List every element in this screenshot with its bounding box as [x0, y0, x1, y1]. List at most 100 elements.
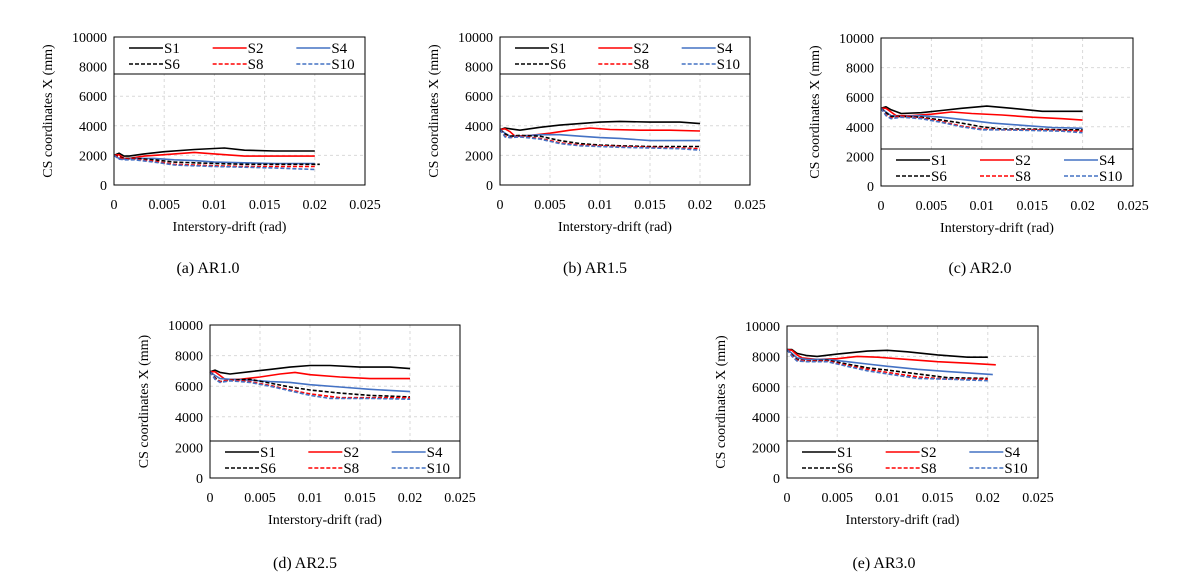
- x-tick-label: 0.02: [398, 491, 423, 506]
- series-line-s10: [880, 107, 1083, 134]
- x-axis-label: Interstory-drift (rad): [268, 513, 382, 528]
- legend-label-s4: S4: [717, 41, 733, 57]
- y-tick-label: 10000: [72, 31, 107, 46]
- series-line-s10: [113, 154, 315, 171]
- legend-label-s2: S2: [248, 41, 264, 57]
- x-tick-label: 0.005: [244, 491, 276, 506]
- legend-label-s4: S4: [331, 41, 347, 57]
- y-tick-label: 4000: [79, 120, 107, 135]
- series-line-s1: [209, 364, 411, 375]
- chart-caption: (e) AR3.0: [852, 555, 915, 572]
- x-tick-label: 0.01: [970, 199, 995, 214]
- series-line-s6: [880, 107, 1083, 131]
- chart-caption: (d) AR2.5: [273, 555, 337, 572]
- legend-label-s2: S2: [921, 445, 937, 461]
- legend-label-s4: S4: [427, 445, 443, 461]
- chart-panel-3: S1 S2 S4 S6 S8 S10 0 2000 4000 6000 8000 10000 0 0.00…: [808, 32, 1149, 277]
- chart-panel-5: S1 S2 S4 S6 S8 S10 0 2000 4000 6000 8000 10000 0 0.00…: [714, 320, 1054, 572]
- x-tick-label: 0.025: [349, 198, 381, 213]
- legend-label-s8: S8: [1015, 169, 1031, 185]
- x-tick-label: 0.015: [344, 491, 376, 506]
- x-tick-label: 0: [111, 198, 118, 213]
- x-tick-label: 0.01: [202, 198, 227, 213]
- y-tick-label: 6000: [752, 381, 780, 396]
- y-tick-label: 6000: [79, 90, 107, 105]
- series-line-s1: [499, 120, 701, 131]
- x-tick-label: 0: [207, 491, 214, 506]
- series-line-s6: [786, 349, 988, 380]
- y-tick-label: 8000: [846, 62, 874, 77]
- y-axis-label: CS coordinates X (mm): [137, 334, 152, 468]
- y-tick-label: 10000: [458, 31, 493, 46]
- legend-label-s1: S1: [164, 41, 180, 57]
- y-tick-label: 0: [486, 179, 493, 194]
- plot-area-border: [499, 36, 751, 186]
- legend-label-s10: S10: [1004, 461, 1027, 477]
- series-line-s2: [786, 348, 996, 366]
- plot-area-border: [209, 324, 461, 479]
- x-tick-label: 0.02: [688, 198, 713, 213]
- y-tick-label: 6000: [465, 90, 493, 105]
- y-tick-label: 4000: [846, 121, 874, 136]
- x-tick-label: 0: [784, 491, 791, 506]
- legend-box: [880, 148, 1134, 187]
- x-tick-label: 0.025: [1022, 491, 1054, 506]
- y-tick-label: 4000: [752, 411, 780, 426]
- y-tick-label: 2000: [79, 149, 107, 164]
- series-line-s10: [786, 349, 988, 382]
- legend-label-s1: S1: [837, 445, 853, 461]
- y-tick-label: 8000: [752, 350, 780, 365]
- y-axis-label: CS coordinates X (mm): [427, 44, 442, 178]
- legend-label-s2: S2: [343, 445, 359, 461]
- legend-box: [499, 36, 751, 75]
- legend-label-s2: S2: [633, 41, 649, 57]
- legend-label-s2: S2: [1015, 153, 1031, 169]
- x-tick-label: 0.015: [922, 491, 954, 506]
- legend-label-s8: S8: [921, 461, 937, 477]
- legend-label-s1: S1: [550, 41, 566, 57]
- x-tick-label: 0.025: [444, 491, 476, 506]
- legend-label-s6: S6: [931, 169, 947, 185]
- legend-label-s8: S8: [343, 461, 359, 477]
- series-line-s2: [210, 370, 410, 381]
- y-tick-label: 10000: [839, 32, 874, 47]
- x-tick-label: 0.005: [534, 198, 566, 213]
- y-tick-label: 0: [867, 180, 874, 195]
- y-tick-label: 8000: [465, 61, 493, 76]
- series-line-s1: [113, 147, 315, 157]
- x-axis-label: Interstory-drift (rad): [940, 221, 1054, 236]
- series-line-s4: [880, 107, 1083, 130]
- legend-label-s1: S1: [260, 445, 276, 461]
- y-tick-label: 10000: [168, 319, 203, 334]
- legend-box: [113, 36, 366, 75]
- x-tick-label: 0.015: [1016, 199, 1048, 214]
- legend-label-s6: S6: [164, 57, 180, 73]
- legend-label-s10: S10: [331, 57, 354, 73]
- plot-area-border: [786, 325, 1039, 479]
- legend-label-s6: S6: [260, 461, 276, 477]
- x-tick-label: 0.01: [875, 491, 900, 506]
- series-line-s10: [499, 129, 701, 151]
- series-line-s1: [880, 105, 1083, 115]
- y-tick-label: 2000: [465, 149, 493, 164]
- x-tick-label: 0: [497, 198, 504, 213]
- chart-panel-1: S1 S2 S4 S6 S8 S10 0 2000 4000 6000 8000 10000 0 0.00…: [41, 31, 381, 277]
- y-tick-label: 8000: [79, 61, 107, 76]
- y-tick-label: 4000: [175, 411, 203, 426]
- series-line-s4: [209, 371, 411, 393]
- legend-label-s10: S10: [717, 57, 740, 73]
- x-tick-label: 0.025: [1117, 199, 1149, 214]
- legend-label-s1: S1: [931, 153, 947, 169]
- legend-box: [786, 440, 1039, 479]
- x-tick-label: 0.025: [734, 198, 766, 213]
- legend-box: [209, 440, 461, 479]
- x-tick-label: 0.02: [1070, 199, 1095, 214]
- chart-caption: (b) AR1.5: [563, 260, 627, 277]
- series-line-s2: [499, 127, 701, 137]
- x-tick-label: 0: [878, 199, 885, 214]
- chart-panel-4: S1 S2 S4 S6 S8 S10 0 2000 4000 6000 8000 10000 0 0.00…: [137, 319, 476, 572]
- x-tick-label: 0.015: [634, 198, 666, 213]
- x-tick-label: 0.02: [976, 491, 1001, 506]
- legend-label-s8: S8: [633, 57, 649, 73]
